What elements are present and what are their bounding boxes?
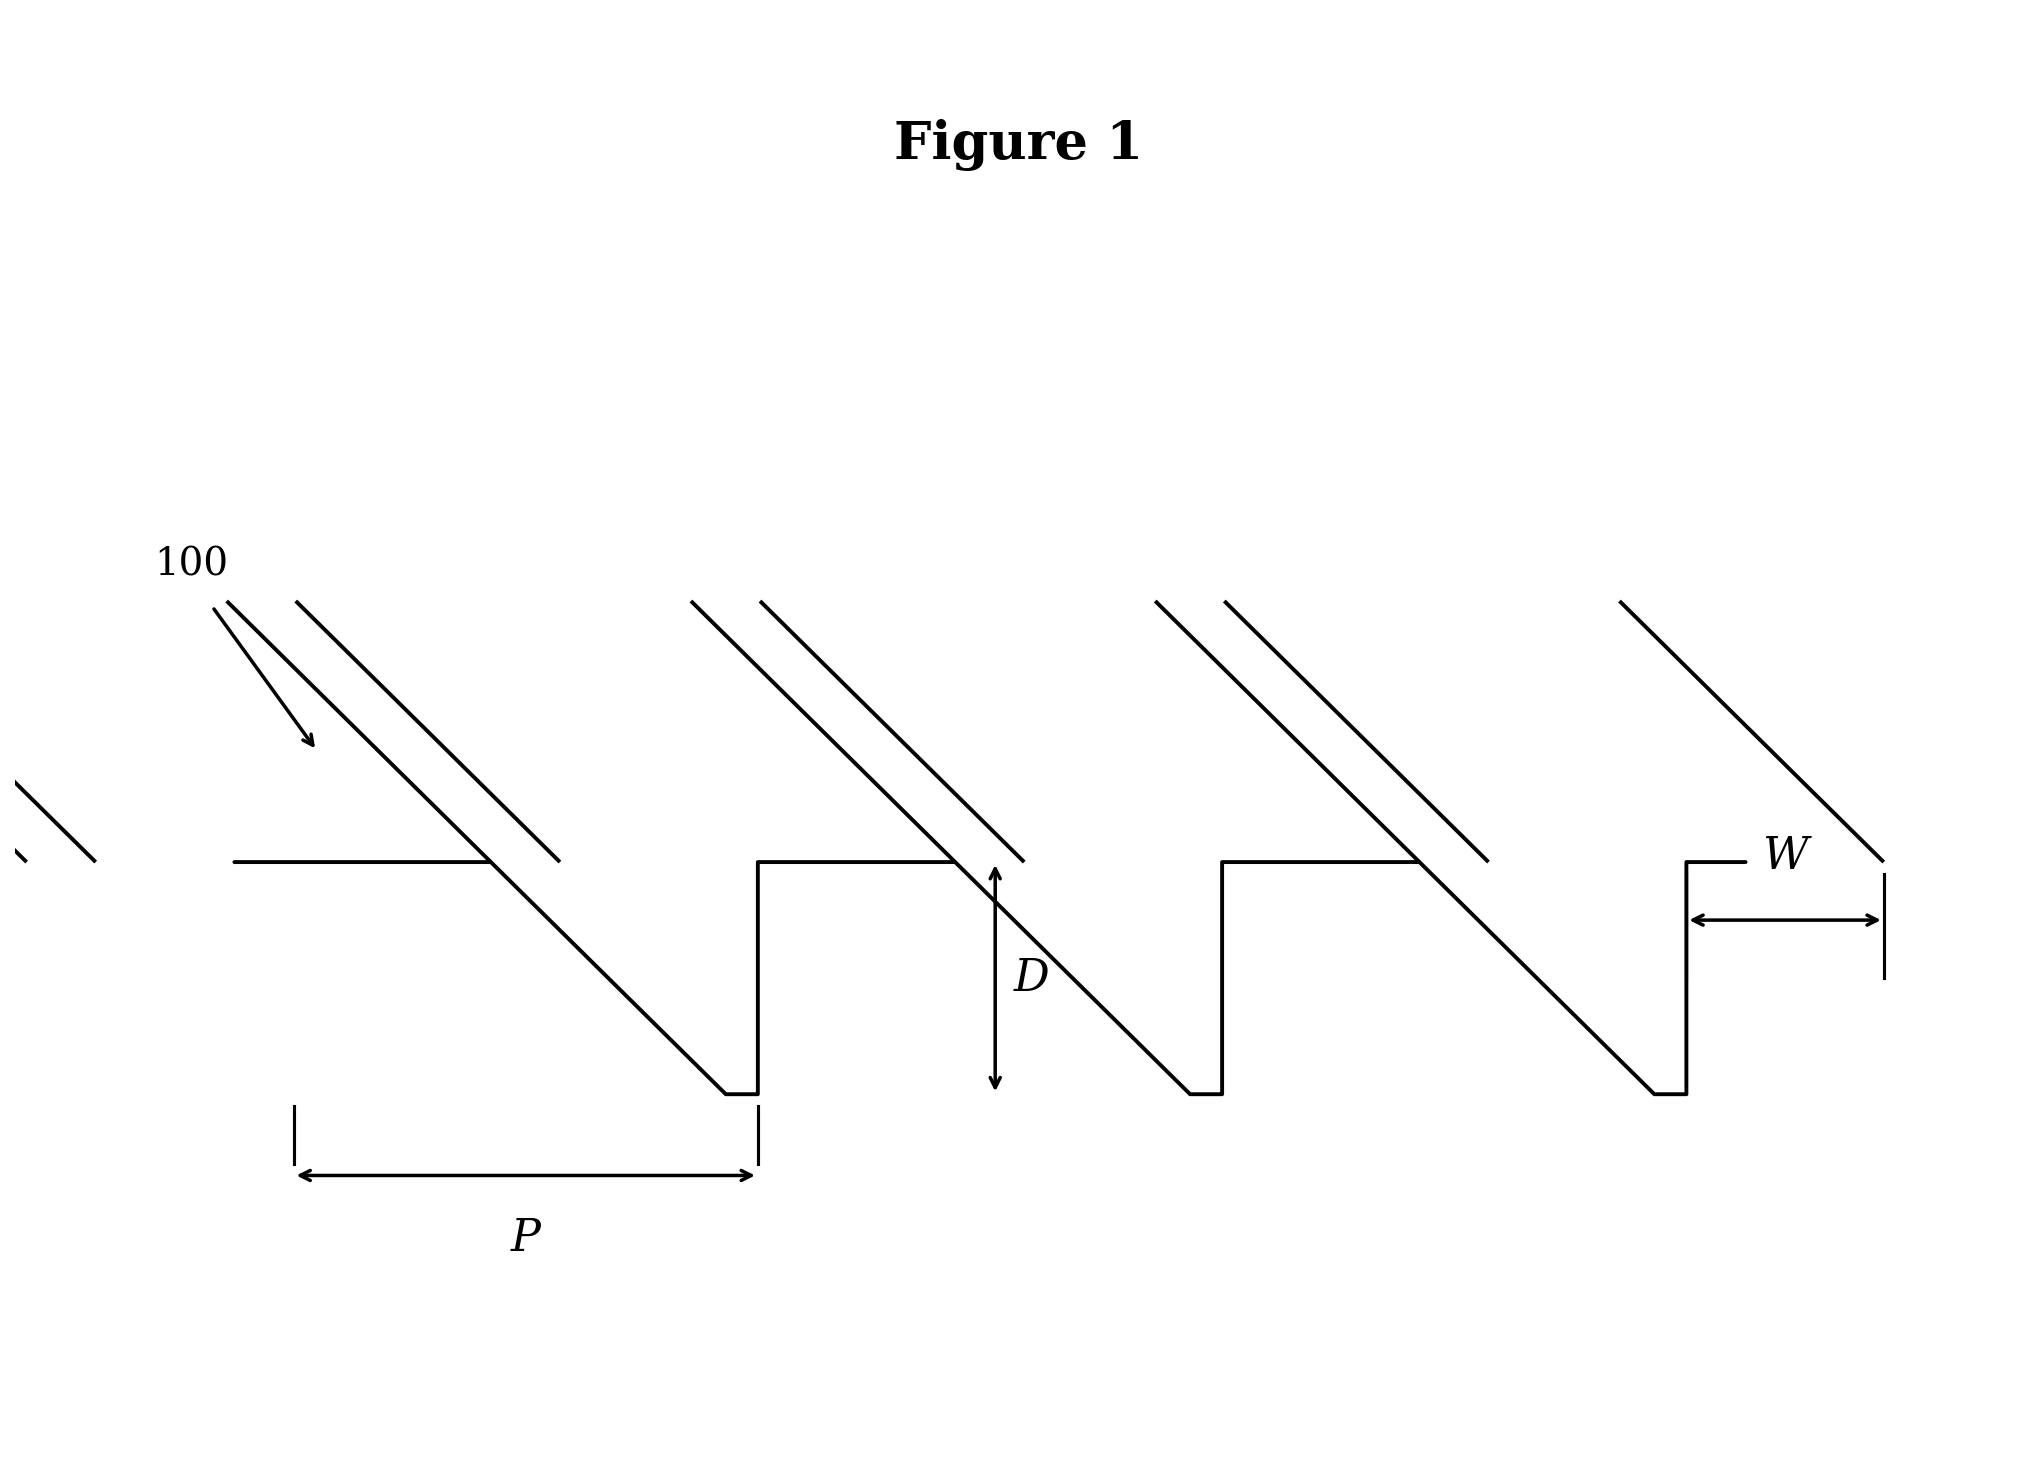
Text: P: P [512,1218,540,1261]
Text: W: W [1763,835,1808,878]
Text: Figure 1: Figure 1 [895,119,1143,171]
Text: 100: 100 [155,547,228,583]
Text: D: D [1013,957,1050,1000]
